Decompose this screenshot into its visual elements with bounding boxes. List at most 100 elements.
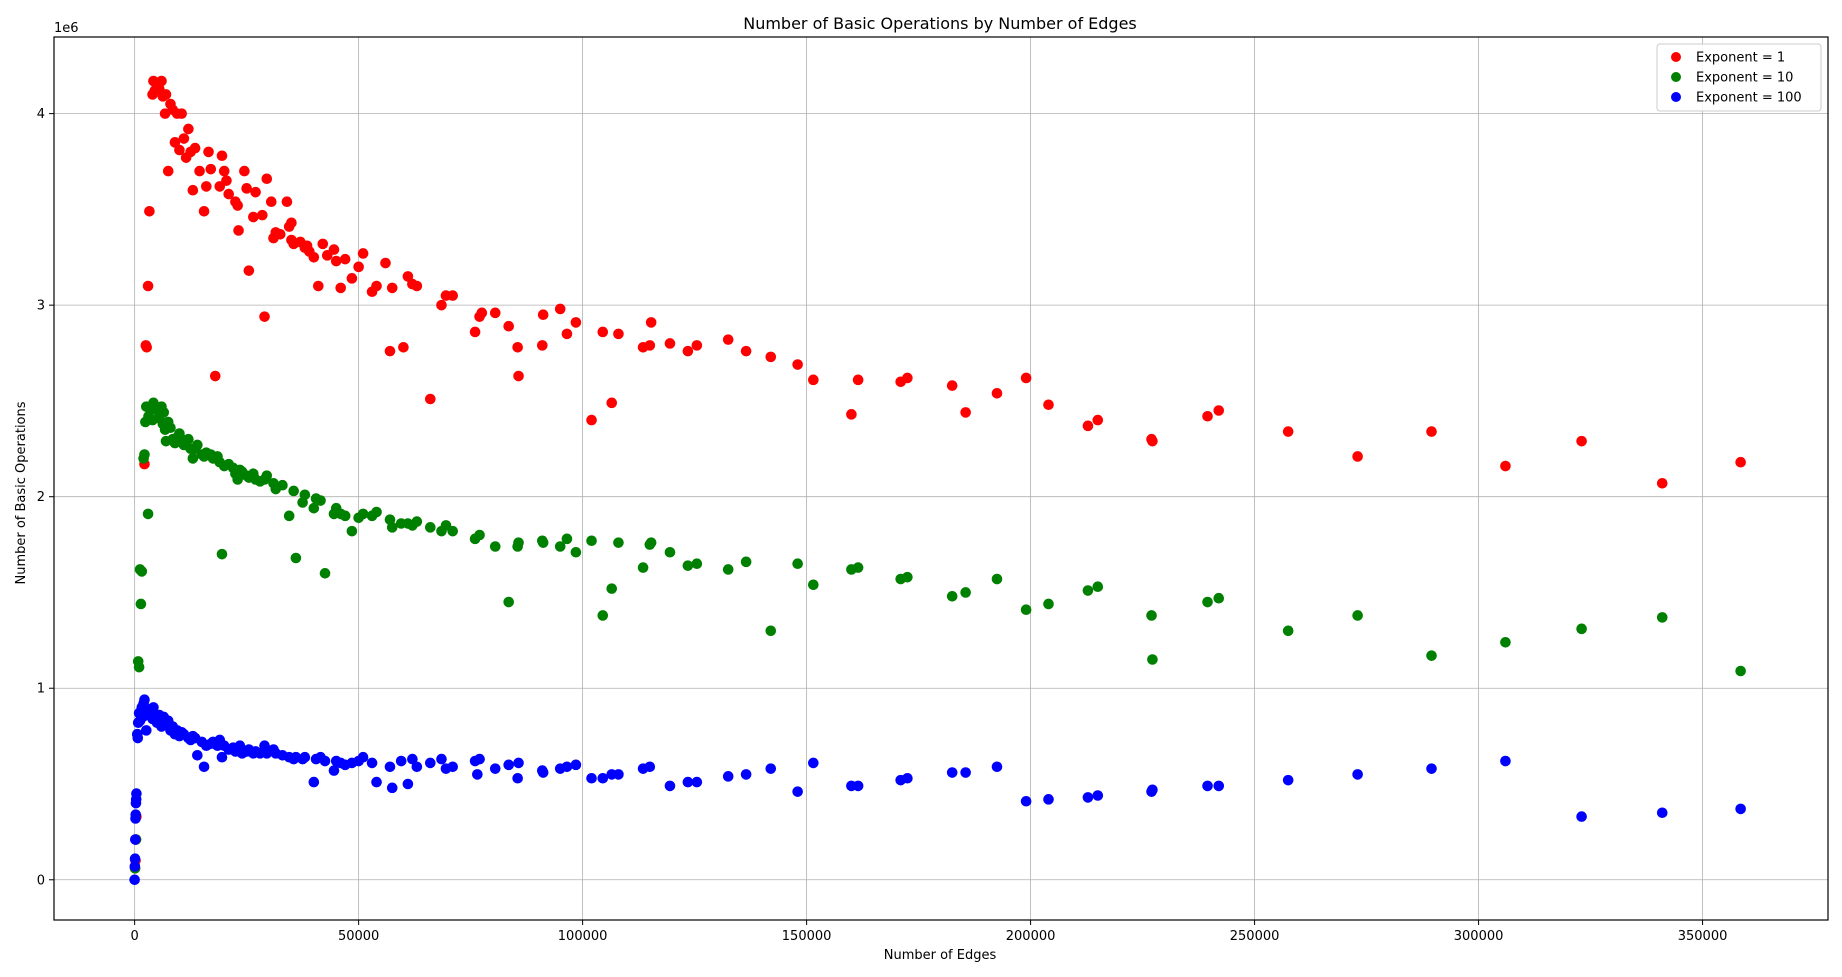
data-point [740,769,752,780]
data-point [198,761,210,773]
data-point [335,282,347,294]
data-point [194,165,205,177]
data-point [1656,807,1668,819]
data-point [232,474,243,485]
data-point [221,175,232,186]
data-point [664,338,676,349]
data-point [586,772,597,784]
data-point [902,372,913,384]
data-point [187,453,199,464]
data-point [852,562,864,573]
data-point [299,489,311,501]
data-point [792,359,803,370]
data-point [513,757,524,769]
data-point [402,271,414,282]
data-point [991,761,1003,773]
data-point [339,253,351,265]
data-point [216,751,228,763]
data-point [1147,654,1158,665]
data-point [1043,598,1054,610]
series-exponent-100 [129,694,1746,886]
data-point [503,320,514,332]
data-point [232,200,243,211]
data-point [1147,435,1158,447]
x-axis-ticks: 0 50000 100000 150000 200000 250000 300000 3500… [130,920,1727,944]
data-point [142,508,154,520]
data-point [991,387,1003,399]
data-point [283,510,295,522]
data-point [371,776,382,788]
data-point [176,108,187,119]
data-point [644,340,656,351]
data-point [1202,780,1213,792]
data-point [740,345,752,357]
data-point [1213,780,1225,792]
data-point [1146,610,1157,621]
x-tick-label: 250000 [1230,929,1280,944]
series-exponent-10 [129,397,1746,874]
data-point [233,225,244,236]
data-point [328,765,340,776]
data-point [1213,592,1225,604]
data-point [513,537,524,548]
data-point [1352,451,1363,462]
data-point [346,273,358,284]
data-point [489,763,501,774]
data-point [136,566,148,577]
data-point [570,317,582,328]
data-point [183,433,194,445]
data-point [613,537,624,548]
data-point [290,552,302,564]
data-point [513,370,524,382]
data-point [198,206,210,217]
data-point [489,307,501,319]
y-tick-label: 3 [37,299,45,314]
data-point [852,374,864,386]
data-point [274,228,286,240]
legend: Exponent = 1 Exponent = 10 Exponent = 100 [1656,43,1822,112]
data-point [1213,405,1225,416]
legend-marker [1671,52,1681,62]
data-point [808,757,819,769]
y-tick-label: 4 [37,107,45,122]
data-point [308,251,320,263]
data-point [395,755,407,767]
data-point [447,525,459,537]
data-point [765,351,777,363]
data-point [192,439,203,451]
data-point [960,587,971,598]
data-point [1656,612,1668,623]
data-point [425,522,436,533]
data-point [946,380,958,391]
data-point [474,753,485,765]
data-point [357,751,369,763]
data-point [315,495,326,506]
data-point [792,786,803,797]
data-point [1092,581,1104,593]
data-point [328,244,340,255]
data-point [169,137,181,148]
data-point [664,780,676,792]
data-point [346,525,358,537]
data-point [357,508,369,520]
data-point [554,303,566,315]
data-point [144,206,155,217]
data-point [261,470,273,481]
x-tick-label: 300000 [1454,929,1504,944]
data-point [398,341,409,353]
data-point [1500,636,1511,648]
data-point [808,579,819,591]
data-point [472,769,483,780]
data-point [261,173,273,185]
data-point [691,558,703,570]
data-point [1426,763,1437,774]
data-point [722,564,734,575]
data-point [239,165,250,177]
data-point [243,265,255,276]
data-point [386,522,398,533]
data-point [201,181,212,192]
data-point [469,326,481,338]
data-point [132,732,144,744]
data-point [411,761,423,773]
x-tick-label: 0 [130,929,138,944]
